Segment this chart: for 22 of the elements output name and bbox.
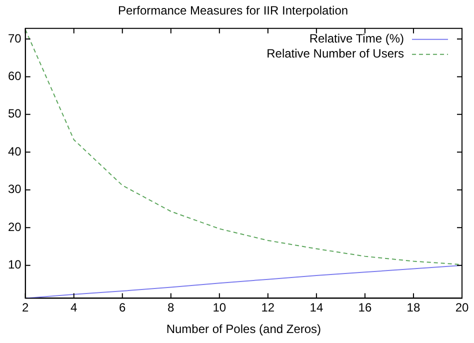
x-tick-label: 20 xyxy=(455,300,469,315)
x-axis-title: Number of Poles (and Zeros) xyxy=(166,322,322,336)
legend-label: Relative Number of Users xyxy=(266,46,404,61)
x-tick-label: 18 xyxy=(406,300,420,315)
x-tick-label: 14 xyxy=(310,300,324,315)
x-tick-label: 2 xyxy=(22,300,30,315)
y-tick-label: 60 xyxy=(8,69,22,84)
x-tick-label: 16 xyxy=(358,300,372,315)
y-tick-label: 50 xyxy=(8,106,22,121)
x-tick-label: 4 xyxy=(70,300,78,315)
x-tick-label: 12 xyxy=(261,300,275,315)
line-series xyxy=(25,29,462,266)
x-tick-label: 6 xyxy=(119,300,126,315)
y-tick-label: 10 xyxy=(8,258,22,272)
y-tick-label: 40 xyxy=(8,144,22,158)
x-tick-label: 10 xyxy=(212,300,226,315)
y-tick-label: 30 xyxy=(8,182,22,196)
y-tick-label: 20 xyxy=(8,220,22,234)
chart-title: Performance Measures for IIR Interpolation xyxy=(118,4,348,18)
x-tick-label: 8 xyxy=(168,300,175,315)
y-tick-label: 70 xyxy=(8,31,22,46)
legend-label: Relative Time (%) xyxy=(309,32,404,46)
